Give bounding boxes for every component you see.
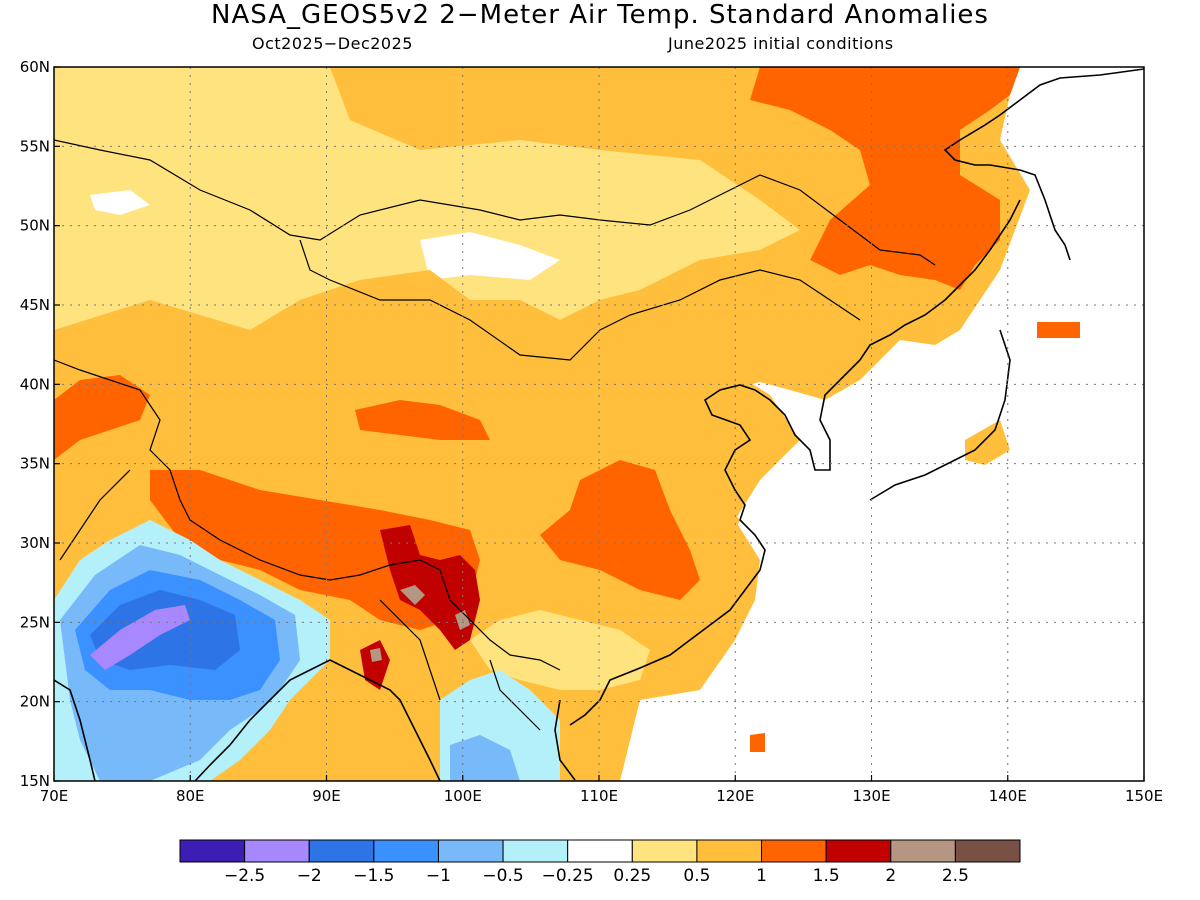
- lat-tick-label: 60N: [20, 58, 50, 76]
- colorbar-swatch: [696, 839, 763, 863]
- colorbar-tick-label: 1: [756, 866, 767, 886]
- lon-tick-label: 130E: [852, 787, 890, 805]
- lon-tick-label: 140E: [989, 787, 1027, 805]
- colorbar-tick-label: 0.25: [613, 866, 651, 886]
- lat-tick-label: 40N: [20, 375, 50, 393]
- country-borders: [54, 139, 936, 731]
- region-extreme-spot-3: [370, 648, 382, 662]
- region-india-lilac: [90, 605, 190, 670]
- lon-tick-label: 90E: [312, 787, 341, 805]
- colorbar-tick-label: −0.25: [542, 866, 594, 886]
- chart-title: NASA_GEOS5v2 2−Meter Air Temp. Standard …: [211, 0, 989, 30]
- forecast-period: Oct2025−Dec2025: [252, 34, 413, 53]
- colorbar-swatch: [631, 839, 698, 863]
- lat-tick-label: 30N: [20, 534, 50, 552]
- region-tibet-central: [355, 400, 490, 440]
- colorbar-tick-label: 2.5: [942, 866, 969, 886]
- lon-tick-label: 80E: [176, 787, 205, 805]
- colorbar-tick-label: −1: [426, 866, 451, 886]
- coastlines: [54, 68, 1144, 781]
- colorbar-swatch: [437, 839, 504, 863]
- lon-tick-label: 120E: [716, 787, 754, 805]
- colorbar-swatch: [567, 839, 633, 863]
- lat-tick-label: 20N: [20, 693, 50, 711]
- colorbar: −2.5 −2 −1.5 −1 −0.5 −0.25 0.25 0.5 1 1.5 2 2.5: [179, 839, 1021, 886]
- lat-tick-label: 35N: [20, 455, 50, 473]
- latitude-axis: 60N 55N 50N 45N 40N 35N 30N 25N 20N 15N: [20, 58, 60, 790]
- colorbar-swatch: [308, 839, 375, 863]
- region-neutral-mongolia: [420, 232, 560, 280]
- lon-tick-label: 150E: [1125, 787, 1163, 805]
- colorbar-swatch: [373, 839, 439, 863]
- colorbar-swatch: [179, 839, 246, 863]
- colorbar-swatch: [825, 839, 892, 863]
- colorbar-tick-label: −1.5: [353, 866, 394, 886]
- lon-tick-label: 70E: [40, 787, 69, 805]
- lon-tick-label: 100E: [444, 787, 482, 805]
- longitude-axis: 70E 80E 90E 100E 110E 120E 130E 140E 150E: [40, 775, 1163, 805]
- region-northern-plains: [54, 67, 800, 330]
- ocean-region: [620, 67, 1144, 781]
- colorbar-swatch: [244, 839, 310, 863]
- region-yunnan-myanmar: [380, 525, 480, 650]
- region-extreme-spot-1: [400, 585, 425, 605]
- region-south-china: [470, 610, 650, 690]
- colorbar-swatch: [890, 839, 956, 863]
- region-pamirs: [54, 375, 150, 460]
- colorbar-tick-label: 1.5: [813, 866, 840, 886]
- colorbar-tick-label: 0.5: [683, 866, 710, 886]
- lat-tick-label: 55N: [20, 137, 50, 155]
- region-myanmar-spot: [360, 640, 390, 690]
- lat-tick-label: 15N: [20, 772, 50, 790]
- region-siberia-northeast: [750, 67, 1020, 290]
- region-taiwan: [750, 733, 765, 752]
- region-hokkaido-spot: [1037, 322, 1080, 338]
- colorbar-tick-label: 2: [885, 866, 896, 886]
- region-central-china: [540, 460, 700, 600]
- region-indochina-core: [450, 735, 520, 781]
- lat-tick-label: 45N: [20, 296, 50, 314]
- region-japan-spot: [965, 420, 1010, 465]
- colorbar-tick-label: −0.5: [482, 866, 523, 886]
- initial-conditions: June2025 initial conditions: [668, 34, 894, 53]
- lat-tick-label: 50N: [20, 217, 50, 235]
- colorbar-swatch: [761, 839, 827, 863]
- colorbar-swatch: [502, 839, 569, 863]
- colorbar-tick-label: −2.5: [224, 866, 265, 886]
- gridlines: [54, 67, 1144, 781]
- lon-tick-label: 110E: [580, 787, 618, 805]
- lat-tick-label: 25N: [20, 613, 50, 631]
- colorbar-swatch: [954, 839, 1021, 863]
- colorbar-tick-label: −2: [297, 866, 322, 886]
- region-neutral-west: [90, 190, 150, 215]
